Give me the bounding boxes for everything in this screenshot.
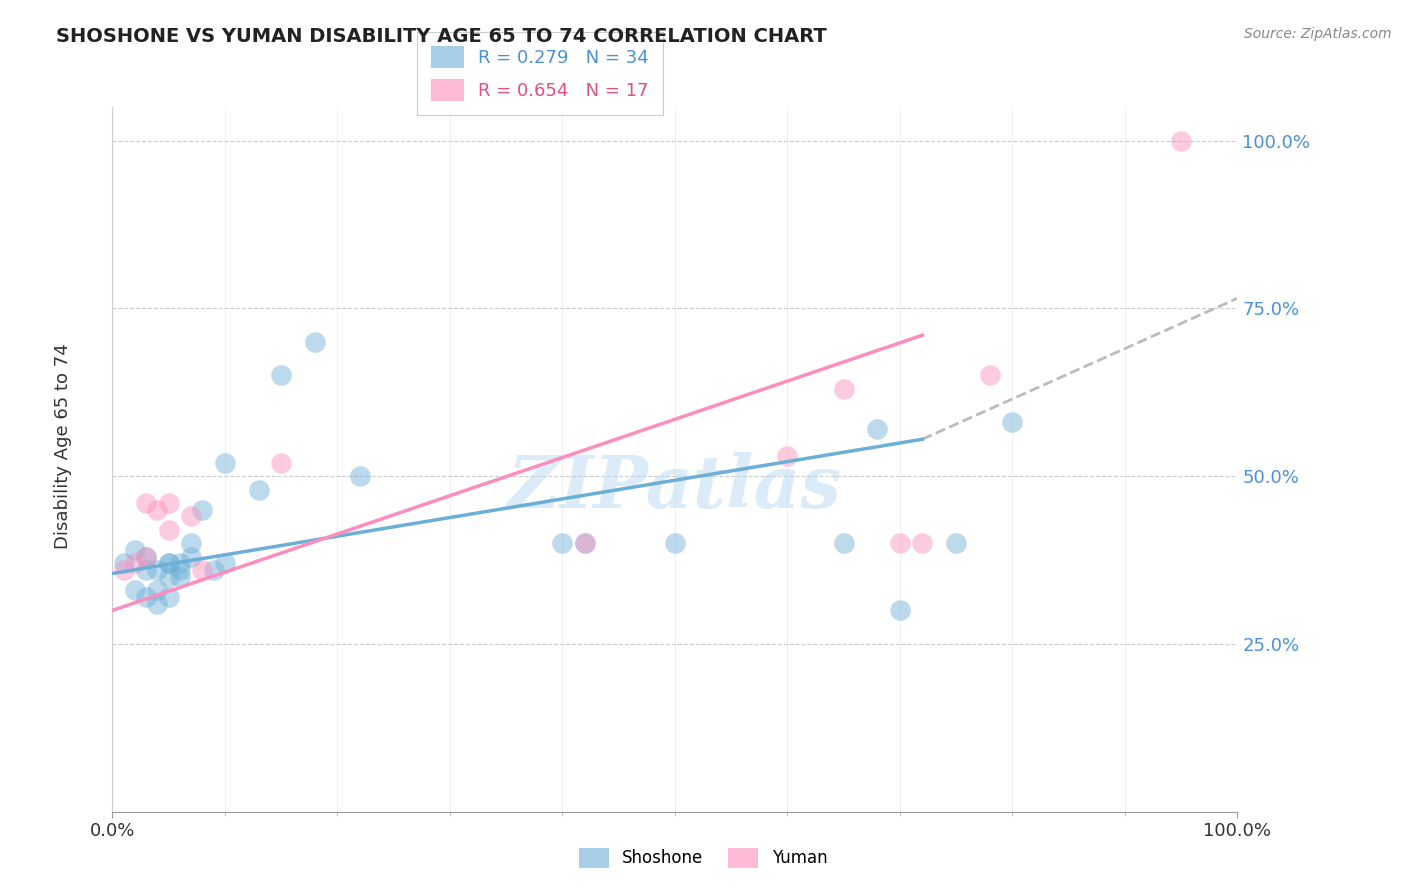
Point: [146, 597, 169, 611]
Text: Disability Age 65 to 74: Disability Age 65 to 74: [55, 343, 72, 549]
Text: Source: ZipAtlas.com: Source: ZipAtlas.com: [1244, 27, 1392, 41]
Point: [349, 469, 371, 483]
Point: [551, 536, 574, 550]
Point: [169, 557, 191, 571]
Point: [135, 590, 157, 604]
Point: [776, 449, 799, 463]
Point: [1170, 134, 1192, 148]
Point: [889, 536, 911, 550]
Point: [124, 543, 146, 558]
Point: [191, 563, 214, 577]
Point: [169, 570, 191, 584]
Point: [1001, 416, 1024, 430]
Point: [214, 557, 236, 571]
Point: [979, 368, 1001, 383]
Point: [169, 563, 191, 577]
Point: [124, 583, 146, 598]
Point: [124, 557, 146, 571]
Point: [214, 456, 236, 470]
Point: [135, 496, 157, 510]
Legend: R = 0.279   N = 34, R = 0.654   N = 17: R = 0.279 N = 34, R = 0.654 N = 17: [416, 31, 664, 115]
Point: [202, 563, 225, 577]
Point: [135, 563, 157, 577]
Point: [112, 557, 135, 571]
Point: [157, 496, 180, 510]
Text: SHOSHONE VS YUMAN DISABILITY AGE 65 TO 74 CORRELATION CHART: SHOSHONE VS YUMAN DISABILITY AGE 65 TO 7…: [56, 27, 827, 45]
Point: [270, 368, 292, 383]
Legend: Shoshone, Yuman: Shoshone, Yuman: [572, 841, 834, 875]
Point: [911, 536, 934, 550]
Point: [180, 509, 202, 524]
Point: [157, 570, 180, 584]
Point: [157, 557, 180, 571]
Point: [574, 536, 596, 550]
Point: [180, 536, 202, 550]
Point: [112, 563, 135, 577]
Point: [146, 502, 169, 516]
Point: [574, 536, 596, 550]
Text: ZIPatlas: ZIPatlas: [508, 452, 842, 523]
Point: [945, 536, 967, 550]
Point: [832, 382, 855, 396]
Point: [270, 456, 292, 470]
Point: [304, 334, 326, 349]
Point: [191, 502, 214, 516]
Point: [146, 583, 169, 598]
Point: [135, 549, 157, 564]
Point: [180, 549, 202, 564]
Point: [157, 557, 180, 571]
Point: [146, 563, 169, 577]
Point: [866, 422, 889, 436]
Point: [157, 523, 180, 537]
Point: [157, 590, 180, 604]
Point: [664, 536, 686, 550]
Point: [135, 549, 157, 564]
Point: [247, 483, 270, 497]
Point: [889, 603, 911, 617]
Point: [832, 536, 855, 550]
